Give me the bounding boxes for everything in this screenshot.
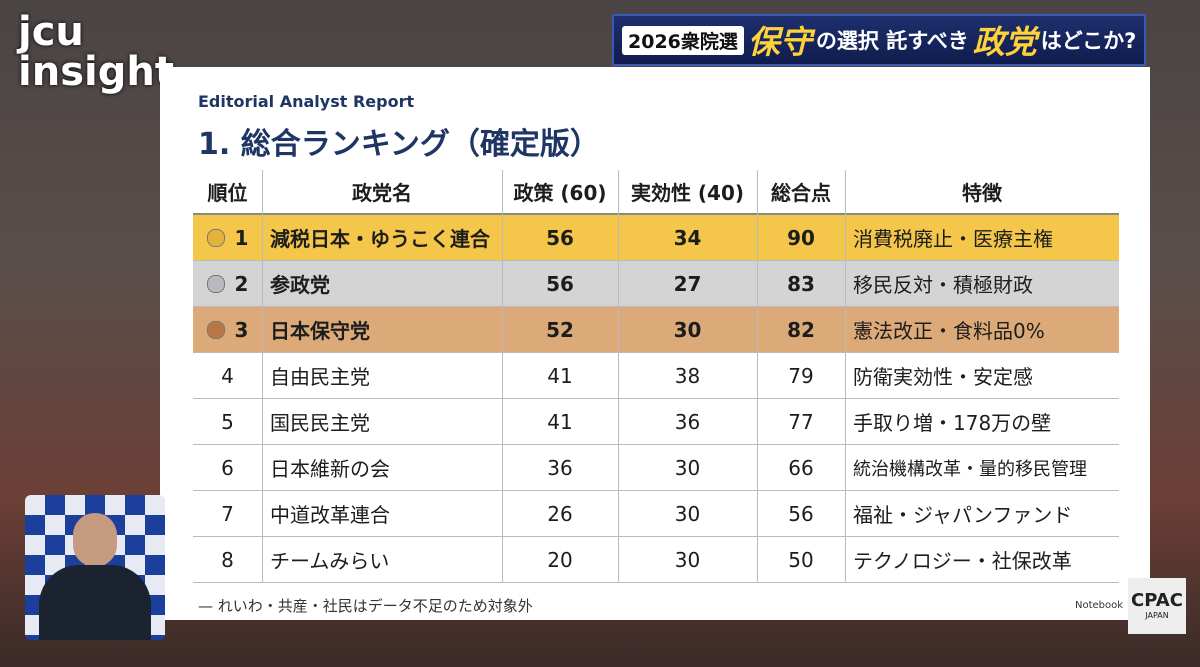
table-cell: 83 (757, 261, 845, 307)
header-cell: 総合点 (757, 170, 845, 215)
logo-sub: JAPAN (1145, 611, 1169, 620)
footnote: — れいわ・共産・社民はデータ不足のため対象外 (198, 597, 533, 615)
banner-text: 保守 (747, 23, 812, 61)
table-cell: 26 (502, 491, 618, 537)
table-cell: 36 (618, 399, 757, 445)
rank-cell: 3 (193, 307, 262, 353)
banner-text: の選択 託すべき (815, 29, 969, 53)
table-cell: 52 (502, 307, 618, 353)
rank-cell: 7 (193, 491, 262, 537)
table-cell: 国民民主党 (262, 399, 502, 445)
speaker-body (39, 565, 151, 640)
table-cell: 41 (502, 399, 618, 445)
banner-text: 政党 (972, 23, 1037, 61)
column-divider (757, 170, 758, 583)
table-cell: 56 (502, 215, 618, 261)
header-cell: 順位 (193, 170, 262, 215)
column-divider (502, 170, 503, 583)
table-cell: 中道改革連合 (262, 491, 502, 537)
table-cell: 30 (618, 445, 757, 491)
medal-icon (206, 274, 225, 293)
table-cell: 36 (502, 445, 618, 491)
rank-cell: 4 (193, 353, 262, 399)
medal-icon (206, 320, 225, 339)
table-cell: 56 (502, 261, 618, 307)
brand: insight (18, 49, 174, 95)
table-cell: 82 (757, 307, 845, 353)
medal-icon (206, 228, 225, 247)
table-cell: 福祉・ジャパンファンド (845, 491, 1119, 537)
table-cell: 27 (618, 261, 757, 307)
rank-text: 3 (234, 317, 249, 342)
table-cell: 50 (757, 537, 845, 583)
logo-name: CPAC (1131, 590, 1183, 611)
rank-cell: 6 (193, 445, 262, 491)
table-cell: 90 (757, 215, 845, 261)
table-cell: 56 (757, 491, 845, 537)
cpac-logo: CPAC JAPAN (1128, 578, 1186, 634)
table-cell: 消費税廃止・医療主権 (845, 215, 1119, 261)
table-cell: 38 (618, 353, 757, 399)
rank-text: 1 (234, 225, 249, 250)
rank-cell: 5 (193, 399, 262, 445)
column-divider (262, 170, 263, 583)
column-divider (618, 170, 619, 583)
report-card: Editorial Analyst Report 1. 総合ランキング（確定版）… (160, 67, 1150, 620)
ranking-table: 順位 政党名 政策 (60) 実効性 (40) 総合点 特徴 1 減税日本・ゆうこく連合 56 3… (193, 170, 1119, 585)
report-title: 1. 総合ランキング（確定版） (198, 127, 600, 162)
table-cell: 防衛実効性・安定感 (845, 353, 1119, 399)
rank-cell: 8 (193, 537, 262, 583)
table-cell: 41 (502, 353, 618, 399)
header-cell: 実効性 (40) (618, 170, 757, 215)
column-divider (845, 170, 846, 583)
table-cell: 手取り増・178万の壁 (845, 399, 1119, 445)
table-cell: 30 (618, 307, 757, 353)
table-cell: 30 (618, 491, 757, 537)
rank-text: 2 (234, 271, 249, 296)
table-cell: テクノロジー・社保改革 (845, 537, 1119, 583)
table-cell: 77 (757, 399, 845, 445)
table-cell: 日本維新の会 (262, 445, 502, 491)
header-cell: 政策 (60) (502, 170, 618, 215)
brand: jcu (18, 9, 84, 55)
table-cell: 20 (502, 537, 618, 583)
banner-text: はどこか? (1040, 29, 1137, 53)
watermark: Notebook (1075, 600, 1124, 611)
table-cell: 日本保守党 (262, 307, 502, 353)
table-cell: 66 (757, 445, 845, 491)
report-label: Editorial Analyst Report (198, 92, 415, 111)
table-cell: 減税日本・ゆうこく連合 (262, 215, 502, 261)
speaker-head (73, 513, 117, 567)
banner-text: 2026衆院選 (622, 25, 744, 55)
table-cell: 自由民主党 (262, 353, 502, 399)
banner: 2026衆院選 保守 の選択 託すべき 政党 はどこか? (612, 14, 1147, 66)
header-cell: 特徴 (845, 170, 1119, 215)
header-cell: 政党名 (262, 170, 502, 215)
table-cell: 参政党 (262, 261, 502, 307)
table-cell: 30 (618, 537, 757, 583)
table-cell: チームみらい (262, 537, 502, 583)
rank-cell: 1 (193, 215, 262, 261)
table-cell: 統治機構改革・量的移民管理 (845, 445, 1119, 491)
table-cell: 移民反対・積極財政 (845, 261, 1119, 307)
table-cell: 79 (757, 353, 845, 399)
rank-cell: 2 (193, 261, 262, 307)
table-cell: 憲法改正・食料品0% (845, 307, 1119, 353)
speaker-video (25, 495, 165, 640)
table-cell: 34 (618, 215, 757, 261)
